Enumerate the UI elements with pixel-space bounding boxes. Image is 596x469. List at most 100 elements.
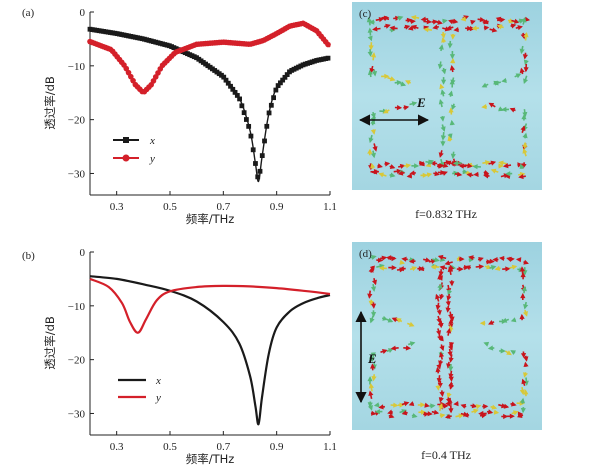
current-arrow — [378, 404, 386, 410]
current-arrow — [367, 35, 373, 42]
current-arrow — [387, 409, 393, 415]
current-arrow — [460, 16, 467, 22]
current-arrow — [445, 413, 452, 419]
current-arrow — [386, 255, 395, 261]
current-arrow — [438, 150, 444, 158]
current-arrow — [399, 259, 405, 265]
current-arrow — [411, 413, 418, 419]
current-arrow — [423, 19, 432, 25]
current-arrow — [458, 256, 465, 262]
current-arrow — [436, 19, 443, 25]
current-arrow — [418, 409, 427, 415]
current-arrow — [368, 356, 374, 362]
current-arrow — [449, 315, 455, 322]
current-arrow — [370, 410, 377, 416]
data-point — [255, 174, 261, 180]
current-arrow — [438, 269, 444, 277]
current-arrow — [441, 67, 447, 75]
caption-c: f=0.832 THz — [415, 207, 477, 221]
current-arrow — [499, 318, 507, 324]
current-arrow — [449, 119, 455, 126]
legend-label-y-b: y — [155, 392, 161, 404]
current-arrow — [398, 266, 406, 272]
current-arrow — [520, 272, 526, 280]
data-point — [228, 83, 233, 89]
x-tick-label: 0.9 — [270, 441, 284, 453]
current-arrow — [446, 25, 454, 31]
current-arrow — [439, 390, 445, 397]
panel-label-d: (d) — [359, 248, 372, 260]
current-arrow — [368, 134, 374, 144]
data-point — [232, 89, 238, 95]
data-point — [234, 93, 240, 98]
current-arrow — [408, 401, 415, 406]
current-arrow — [522, 109, 528, 118]
current-arrow — [389, 25, 398, 31]
field-label-c: E — [416, 95, 426, 110]
current-arrow — [498, 163, 504, 169]
data-point — [250, 147, 256, 153]
current-arrow — [449, 51, 455, 60]
y-axis-label-b: 透过率/dB — [43, 316, 57, 370]
current-arrow — [432, 257, 440, 263]
x-tick-label: 0.5 — [163, 441, 177, 453]
y-tick-label: −30 — [68, 168, 86, 180]
current-arrow — [488, 160, 497, 166]
current-arrow — [511, 18, 520, 24]
current-arrow — [454, 171, 463, 177]
current-arrow — [449, 79, 455, 88]
current-arrow — [523, 355, 529, 362]
current-arrow — [477, 17, 486, 23]
current-arrow — [400, 81, 407, 87]
current-arrow — [370, 150, 376, 159]
current-arrow — [367, 49, 373, 57]
current-arrow — [460, 403, 467, 409]
current-arrow — [520, 351, 527, 359]
current-arrow — [521, 17, 527, 25]
current-arrow — [435, 293, 441, 302]
current-arrow — [448, 405, 454, 414]
current-arrow — [523, 259, 529, 265]
series-b — [89, 275, 331, 426]
caption-d: f=0.4 THz — [421, 448, 471, 462]
current-arrow — [447, 289, 452, 296]
current-arrow — [486, 409, 494, 415]
data-point — [244, 117, 249, 122]
current-arrow — [369, 19, 375, 25]
field-map-background-d — [352, 242, 542, 430]
legend-a: x y — [113, 135, 155, 165]
current-arrow — [374, 409, 383, 415]
current-arrow — [488, 102, 496, 108]
panel-d: (d) E f=0.4 THz — [352, 242, 542, 462]
current-arrow — [515, 257, 522, 263]
current-arrow — [468, 255, 475, 261]
current-arrow — [438, 99, 444, 108]
current-arrow — [510, 23, 517, 29]
current-arrow — [493, 80, 500, 86]
current-arrow — [441, 77, 447, 85]
current-arrow — [448, 342, 455, 348]
ticks-a: 0.3 0.5 0.7 0.9 1.1 0 −10 −20 −30 — [68, 7, 337, 213]
current-arrow — [409, 101, 418, 107]
current-arrow — [371, 302, 377, 309]
current-arrow — [372, 143, 378, 152]
current-arrow — [437, 283, 443, 291]
data-point — [275, 83, 281, 88]
y-tick-label: −20 — [68, 355, 86, 367]
current-arrow — [439, 413, 446, 419]
current-arrow — [488, 258, 495, 264]
current-arrow — [521, 114, 527, 121]
current-arrow — [397, 15, 404, 21]
legend-label-y-a: y — [149, 153, 155, 165]
current-arrow — [519, 163, 525, 170]
current-arrow — [523, 389, 529, 397]
current-arrow — [407, 341, 416, 347]
current-arrow — [438, 44, 444, 52]
current-arrow — [437, 254, 447, 260]
current-arrow — [426, 172, 433, 178]
current-arrow — [388, 413, 395, 419]
current-arrow — [506, 413, 515, 419]
current-arrow — [505, 171, 513, 177]
current-arrow — [390, 402, 399, 408]
current-arrow — [479, 320, 486, 326]
